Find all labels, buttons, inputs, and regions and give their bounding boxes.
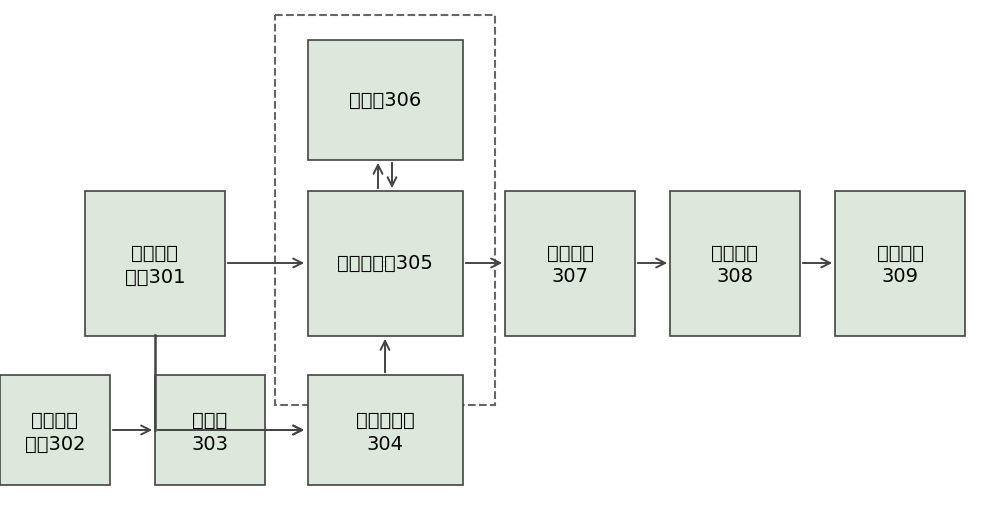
Text: 地址产生器: 地址产生器 (356, 410, 414, 430)
Bar (505, 190, 635, 336)
Text: 存储器306: 存储器306 (349, 90, 421, 109)
Text: 304: 304 (366, 434, 404, 453)
Text: 309: 309 (882, 268, 918, 287)
Bar (275, 15, 495, 405)
Text: 读出接口: 读出接口 (546, 244, 594, 262)
Text: 输入302: 输入302 (25, 434, 85, 453)
Bar (0, 375, 110, 485)
Bar (308, 190, 462, 336)
Text: 旋转角度: 旋转角度 (32, 410, 78, 430)
Text: 303: 303 (192, 434, 228, 453)
Bar (670, 190, 800, 336)
Text: 显示设备: 显示设备 (876, 244, 924, 262)
Text: 输出接口: 输出接口 (712, 244, 759, 262)
Text: 数据输入: 数据输入 (132, 244, 178, 262)
Bar (835, 190, 965, 336)
Text: 接口301: 接口301 (125, 268, 185, 287)
Text: 查找表: 查找表 (192, 410, 228, 430)
Bar (308, 40, 462, 160)
Text: 存储器接口305: 存储器接口305 (337, 254, 433, 272)
Text: 307: 307 (552, 268, 588, 287)
Bar (308, 375, 462, 485)
Bar (85, 190, 225, 336)
Bar (155, 375, 265, 485)
Text: 308: 308 (716, 268, 754, 287)
